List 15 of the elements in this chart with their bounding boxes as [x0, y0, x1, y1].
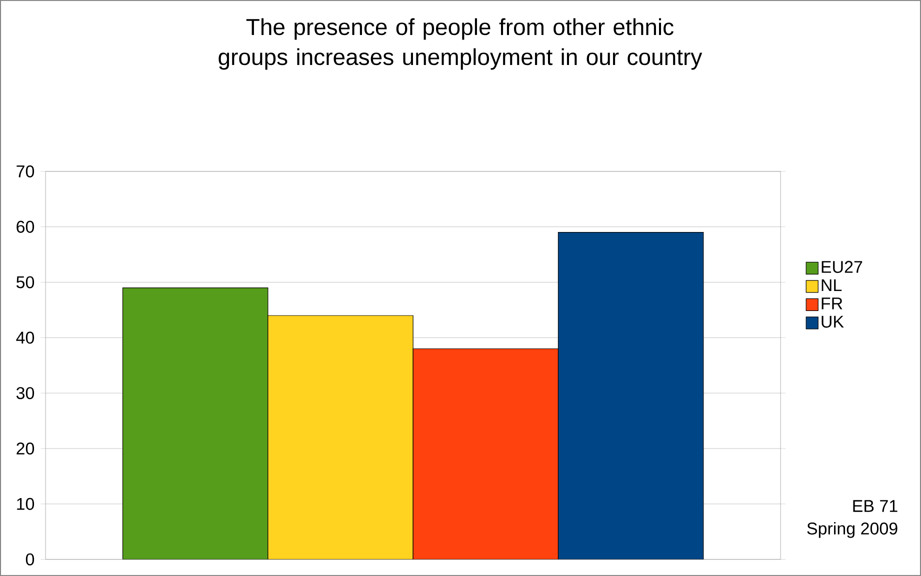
legend-label: FR: [822, 298, 842, 310]
text: EB 71: [853, 500, 898, 512]
legend-label: NL: [822, 279, 842, 292]
y-tick-label: 50: [16, 276, 34, 288]
y-tick-label: 60: [16, 220, 34, 233]
y-tick-label: 40: [16, 332, 34, 344]
y-tick-label: 20: [16, 442, 34, 455]
legend-label: EU27: [822, 260, 862, 273]
y-tick-label: 0: [26, 553, 34, 566]
text: Spring 2009: [807, 522, 898, 538]
y-tick-label: 10: [17, 498, 34, 510]
y-tick-label: 70: [16, 165, 34, 178]
legend-label: UK: [822, 316, 844, 328]
chart-title: The presence of people from other ethnic groups increases unemployment in our country: [218, 18, 702, 70]
y-tick-label: 30: [16, 387, 34, 400]
